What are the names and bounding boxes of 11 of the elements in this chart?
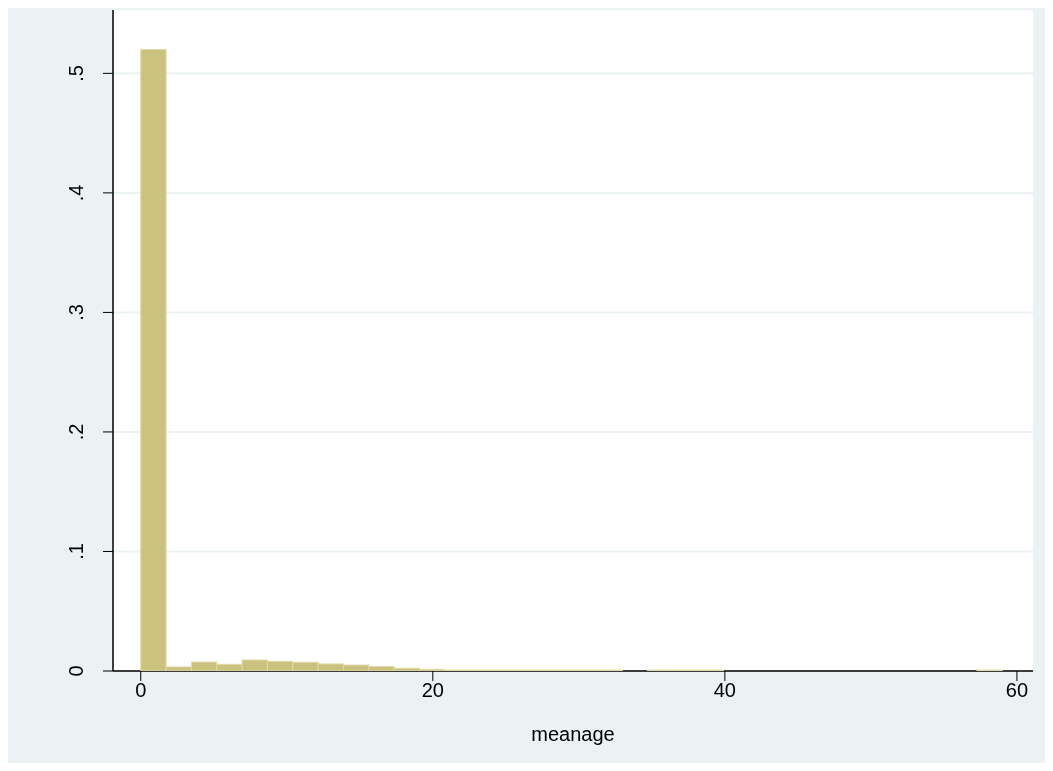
x-axis-title: meanage xyxy=(531,723,615,745)
x-tick-label: 20 xyxy=(421,679,444,702)
x-tick-label: 0 xyxy=(135,679,147,702)
y-tick-label: 0 xyxy=(65,665,87,677)
y-tick-label: .2 xyxy=(65,423,87,441)
x-tick-label: 60 xyxy=(1005,679,1029,702)
y-tick-label: .3 xyxy=(65,304,87,321)
y-tick-label: .1 xyxy=(65,543,87,560)
y-tick-label: .5 xyxy=(65,65,87,82)
y-tick-label: .4 xyxy=(65,184,87,202)
x-tick-label: 40 xyxy=(713,679,736,702)
